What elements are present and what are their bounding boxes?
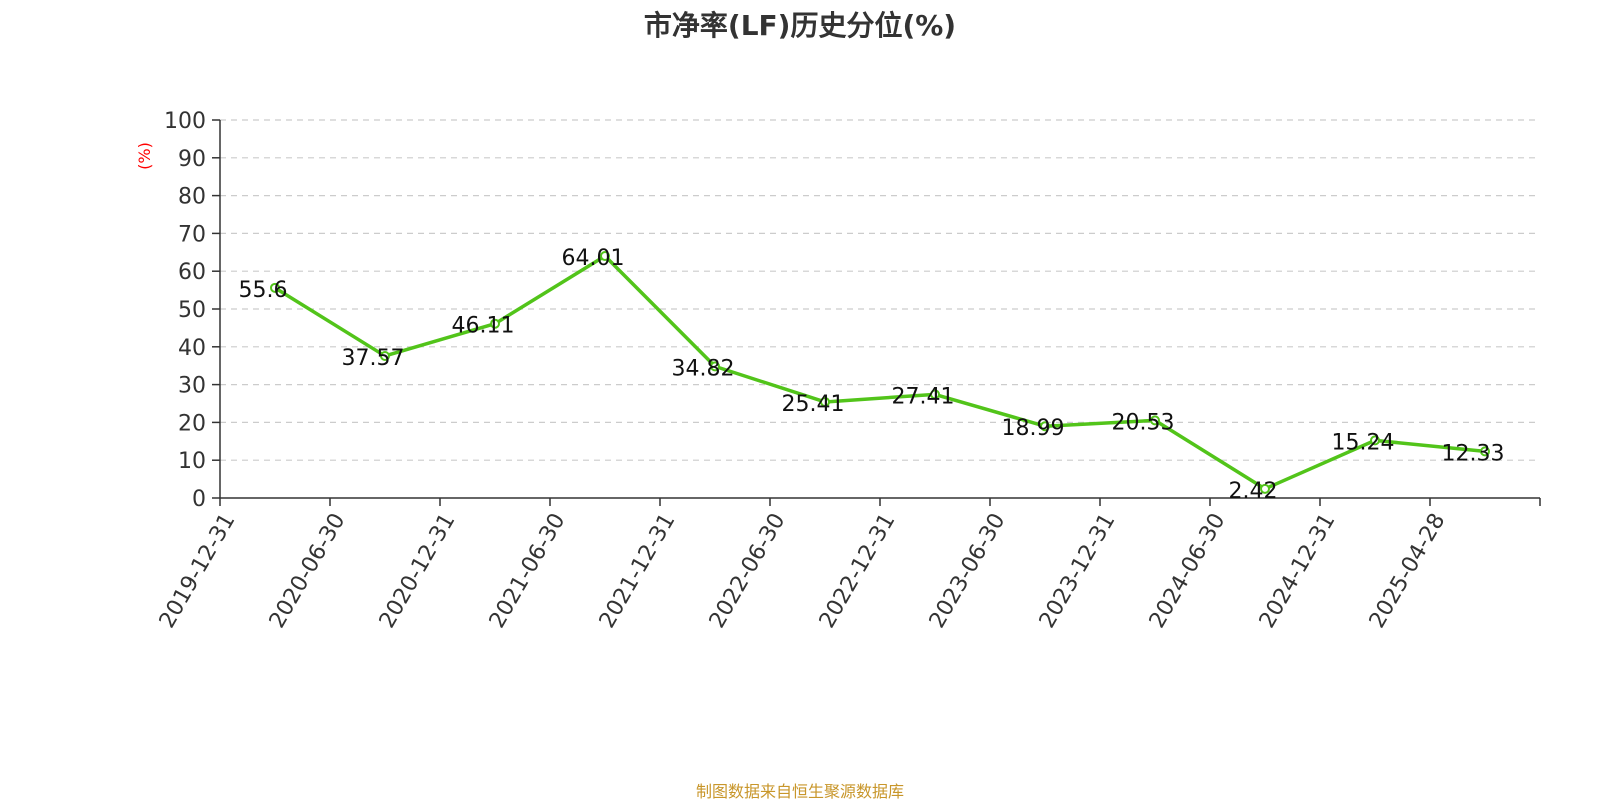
y-axis-label: (%) [135, 142, 154, 170]
x-tick-label: 2020-06-30 [265, 509, 351, 632]
data-point [1150, 415, 1160, 426]
source-note: 制图数据来自恒生聚源数据库 [695, 782, 904, 801]
x-tick-label: 2020-12-31 [375, 509, 461, 632]
data-point [270, 282, 280, 293]
data-point [710, 361, 720, 372]
data-point [1260, 483, 1270, 494]
data-label: 46.11 [452, 314, 515, 339]
x-tick-label: 2022-06-30 [705, 509, 791, 632]
data-label: 37.57 [342, 346, 405, 371]
x-tick-label: 2025-04-28 [1365, 509, 1451, 632]
y-tick-label: 90 [178, 147, 206, 172]
y-tick-label: 10 [178, 449, 206, 474]
data-point [820, 396, 830, 407]
data-label: 64.01 [562, 246, 625, 271]
y-tick-label: 0 [192, 487, 206, 512]
x-tick-label: 2022-12-31 [815, 509, 901, 632]
x-tick-label: 2021-06-30 [485, 509, 571, 632]
data-label: 25.41 [782, 392, 845, 417]
data-point [930, 389, 940, 400]
y-tick-label: 50 [178, 298, 206, 323]
y-tick-label: 80 [178, 185, 206, 210]
y-tick-labels: 0 10 20 30 40 50 60 70 80 90 100 [164, 109, 206, 512]
data-labels: 55.6 37.57 46.11 64.01 34.82 25.41 27.41 18.99 2… [239, 246, 1505, 504]
data-label: 15.24 [1332, 430, 1395, 455]
data-point [600, 251, 610, 262]
data-label: 20.53 [1112, 410, 1175, 435]
y-tick-label: 60 [178, 260, 206, 285]
series-layer [270, 251, 1490, 494]
data-point [1370, 435, 1380, 446]
data-point [1040, 421, 1050, 432]
x-tick-label: 2023-12-31 [1035, 509, 1121, 632]
data-label: 27.41 [892, 384, 955, 409]
y-tick-label: 20 [178, 411, 206, 436]
data-label: 34.82 [672, 356, 735, 381]
axes [212, 119, 1541, 506]
y-tick-label: 30 [178, 374, 206, 399]
y-tick-label: 40 [178, 336, 206, 361]
data-point [1480, 446, 1490, 457]
chart-title: 市净率(LF)历史分位(%) [643, 9, 957, 42]
y-tick-label: 70 [178, 222, 206, 247]
y-tick-label: 100 [164, 109, 206, 134]
x-tick-label: 2024-06-30 [1145, 509, 1231, 632]
data-label: 12.33 [1442, 441, 1505, 466]
data-point [490, 318, 500, 329]
x-tick-label: 2021-12-31 [595, 509, 681, 632]
x-tick-labels: 2019-12-31 2020-06-30 2020-12-31 2021-06-30… [155, 509, 1451, 632]
data-point [380, 350, 390, 361]
x-tick-label: 2024-12-31 [1255, 509, 1341, 632]
series-line [273, 254, 1487, 491]
x-tick-label: 2023-06-30 [925, 509, 1011, 632]
x-tick-label: 2019-12-31 [155, 509, 241, 632]
data-label: 2.42 [1229, 479, 1278, 504]
data-label: 18.99 [1002, 416, 1065, 441]
grid-lines [220, 119, 1540, 461]
data-label: 55.6 [239, 278, 288, 303]
